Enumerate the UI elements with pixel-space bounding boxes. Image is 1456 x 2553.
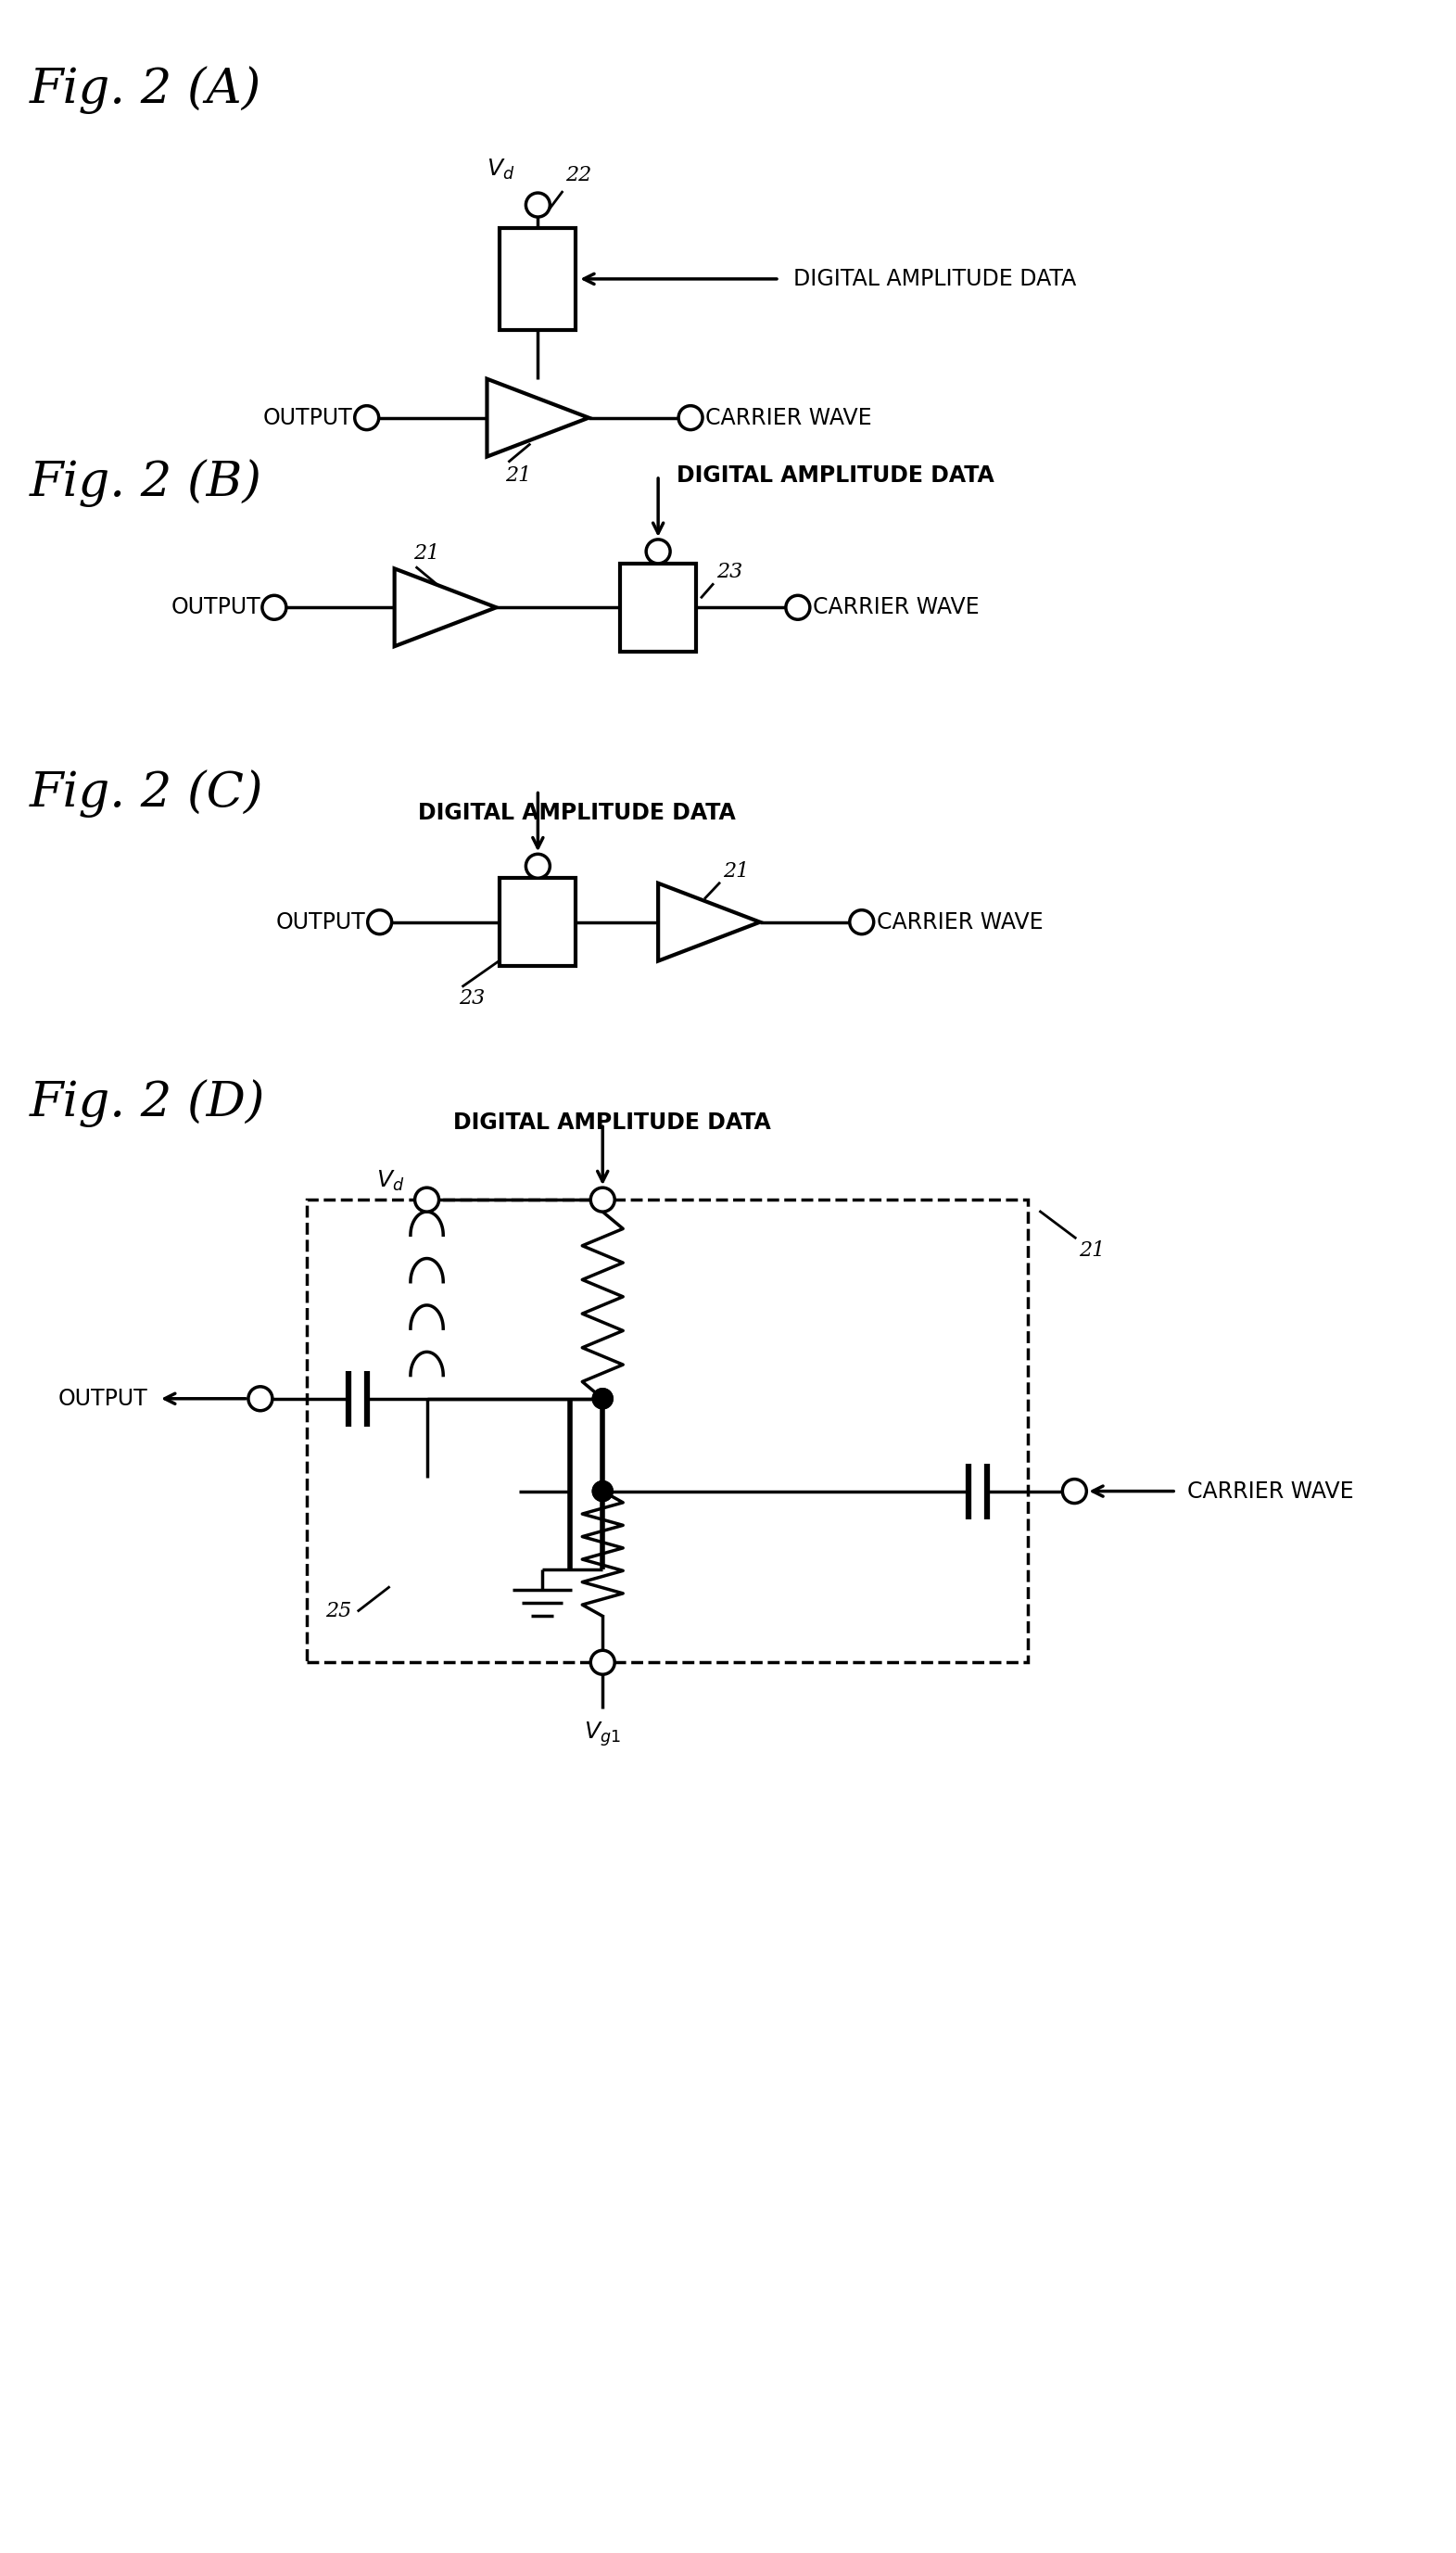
- Circle shape: [526, 855, 550, 878]
- Bar: [499, 878, 575, 965]
- Circle shape: [368, 909, 392, 934]
- Text: 21: 21: [414, 544, 440, 564]
- Text: 23: 23: [716, 562, 743, 582]
- Text: DIGITAL AMPLITUDE DATA: DIGITAL AMPLITUDE DATA: [453, 1111, 770, 1134]
- Circle shape: [1063, 1478, 1086, 1504]
- Text: Fig. 2 (A): Fig. 2 (A): [29, 66, 261, 115]
- Circle shape: [262, 595, 287, 620]
- Circle shape: [593, 1389, 613, 1409]
- Circle shape: [678, 406, 703, 429]
- Text: $V_d$: $V_d$: [486, 158, 515, 181]
- Text: OUTPUT: OUTPUT: [170, 597, 261, 618]
- Text: Fig. 2 (B): Fig. 2 (B): [29, 460, 262, 508]
- Circle shape: [591, 1187, 614, 1213]
- Text: 21: 21: [505, 465, 531, 485]
- Circle shape: [249, 1386, 272, 1412]
- Text: Fig. 2 (D): Fig. 2 (D): [29, 1080, 265, 1128]
- Circle shape: [786, 595, 810, 620]
- Text: CARRIER WAVE: CARRIER WAVE: [812, 597, 978, 618]
- Circle shape: [850, 909, 874, 934]
- Bar: [307, 1200, 1028, 1662]
- Text: 21: 21: [1079, 1241, 1105, 1261]
- Text: DIGITAL AMPLITUDE DATA: DIGITAL AMPLITUDE DATA: [794, 268, 1076, 291]
- Text: DIGITAL AMPLITUDE DATA: DIGITAL AMPLITUDE DATA: [418, 802, 735, 825]
- Text: OUTPUT: OUTPUT: [277, 911, 365, 934]
- Circle shape: [646, 539, 670, 564]
- Circle shape: [593, 1481, 613, 1501]
- Text: 25: 25: [325, 1601, 351, 1621]
- Text: OUTPUT: OUTPUT: [58, 1386, 147, 1409]
- Text: CARRIER WAVE: CARRIER WAVE: [1187, 1481, 1354, 1501]
- Circle shape: [355, 406, 379, 429]
- Text: 22: 22: [565, 166, 591, 186]
- Text: $V_d$: $V_d$: [376, 1169, 405, 1192]
- Circle shape: [593, 1481, 613, 1501]
- Text: 23: 23: [459, 988, 485, 1008]
- Bar: [620, 564, 696, 651]
- Circle shape: [526, 194, 550, 217]
- Text: OUTPUT: OUTPUT: [264, 406, 352, 429]
- Text: CARRIER WAVE: CARRIER WAVE: [877, 911, 1042, 934]
- Text: DIGITAL AMPLITUDE DATA: DIGITAL AMPLITUDE DATA: [677, 465, 994, 485]
- Text: Fig. 2 (C): Fig. 2 (C): [29, 768, 264, 817]
- Circle shape: [591, 1649, 614, 1675]
- Circle shape: [593, 1389, 613, 1409]
- Text: CARRIER WAVE: CARRIER WAVE: [705, 406, 872, 429]
- Text: $V_{g1}$: $V_{g1}$: [584, 1721, 622, 1749]
- Bar: [499, 227, 575, 329]
- Circle shape: [415, 1187, 438, 1213]
- Text: 21: 21: [724, 860, 748, 881]
